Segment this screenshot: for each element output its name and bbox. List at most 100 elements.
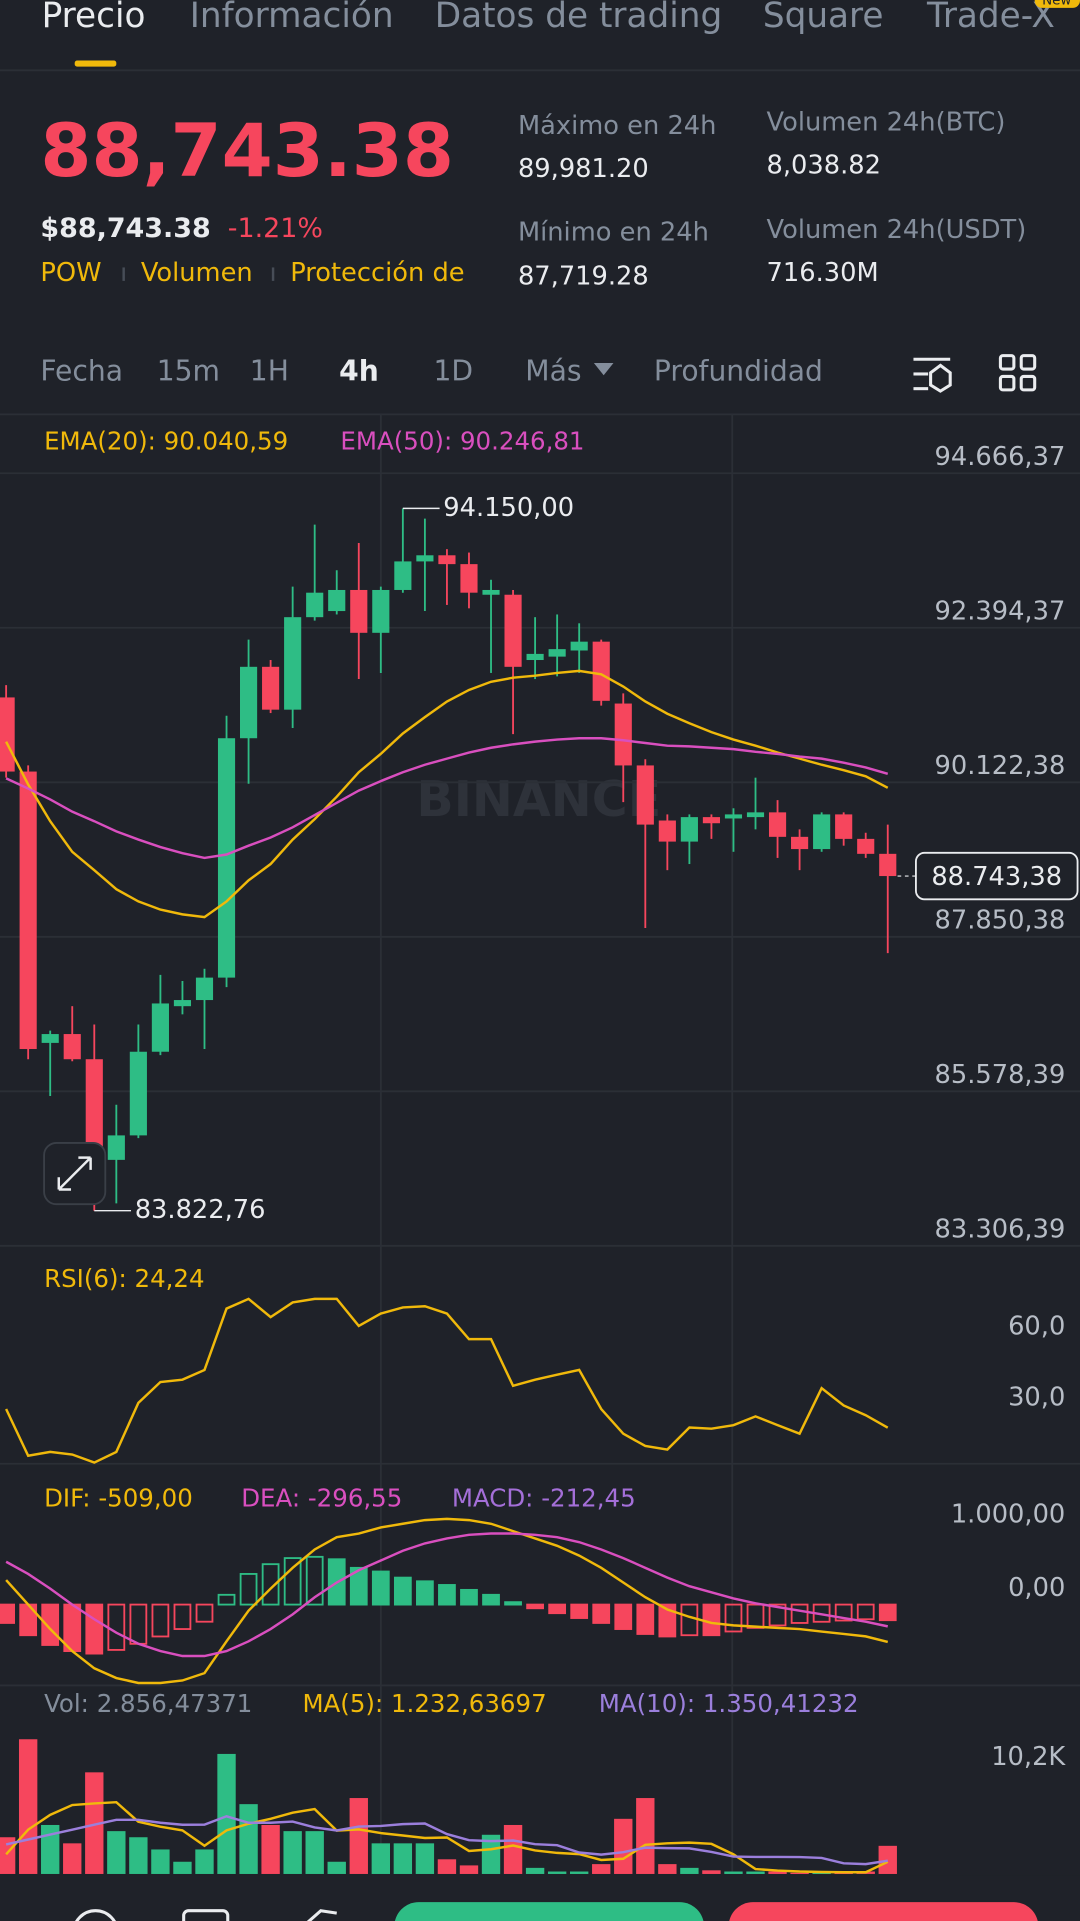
indicator-line xyxy=(5,1517,889,1685)
macd-bar xyxy=(834,1603,853,1622)
timeframe[interactable]: 4h xyxy=(339,355,379,388)
settings-icon[interactable] xyxy=(913,357,952,393)
timeframe[interactable]: 1D xyxy=(433,355,473,388)
macd-bar xyxy=(151,1603,170,1638)
candle-body xyxy=(394,561,412,590)
macd-bar xyxy=(283,1557,302,1606)
indicator-line xyxy=(5,669,889,919)
badge-bg xyxy=(1034,0,1080,8)
stat-value: 87,719.28 xyxy=(518,262,649,292)
y-tick-label: 85.578,39 xyxy=(934,1060,1065,1090)
expand-button[interactable] xyxy=(43,1142,107,1206)
tag[interactable]: Protección de xyxy=(290,258,464,288)
candle-body xyxy=(41,1034,59,1043)
layout-icon[interactable] xyxy=(998,354,1037,392)
macd-bar xyxy=(504,1601,522,1606)
volume-bar xyxy=(195,1849,214,1874)
y-tick-label: 10,2K xyxy=(991,1742,1066,1772)
macd-bar xyxy=(173,1603,192,1630)
tag[interactable]: Volumen xyxy=(141,258,253,288)
y-tick-label: 94.666,37 xyxy=(934,442,1065,472)
nav-icon[interactable] xyxy=(300,1909,337,1921)
timeframe[interactable]: Profundidad xyxy=(654,355,823,388)
volume-bar xyxy=(570,1871,589,1874)
candle-body xyxy=(151,1003,169,1052)
volume-bar xyxy=(459,1865,479,1874)
legend-entry: MACD: -212,45 xyxy=(452,1483,636,1512)
tab[interactable]: Trade-X xyxy=(926,0,1055,36)
volume-bar xyxy=(812,1872,831,1875)
volume-bar xyxy=(415,1843,435,1874)
tag[interactable]: POW xyxy=(40,258,101,288)
candle-body xyxy=(350,589,368,633)
macd-bar xyxy=(217,1593,236,1606)
tab[interactable]: Datos de trading xyxy=(435,0,723,36)
stat-label: Máximo en 24h xyxy=(518,111,716,141)
candle-body xyxy=(284,617,302,710)
tab[interactable]: Square xyxy=(763,0,884,36)
candle-body xyxy=(746,812,765,818)
macd-bar xyxy=(460,1588,478,1606)
volume-bar xyxy=(327,1861,346,1874)
volume-bar xyxy=(239,1804,258,1874)
volume-bar xyxy=(151,1849,170,1874)
tab-underline xyxy=(74,60,117,67)
candle-body xyxy=(526,653,544,661)
macd-bar xyxy=(349,1566,368,1606)
volume-bar xyxy=(724,1871,743,1874)
legend-entry: MA(5): 1.232,63697 xyxy=(302,1689,546,1718)
plot: 94.666,37 92.394,37 90.122,38 87.850,38 85.5… xyxy=(0,427,1080,1875)
macd-bar xyxy=(570,1603,589,1619)
candle-body xyxy=(173,1000,192,1007)
change: -1.21% xyxy=(228,213,323,244)
volume-bar xyxy=(107,1831,126,1874)
volume-bar xyxy=(305,1831,324,1874)
timeframe[interactable]: Más xyxy=(525,355,581,388)
candle-body xyxy=(835,814,853,839)
candle-body xyxy=(813,814,831,850)
macd-bar xyxy=(261,1563,280,1606)
stat-value: 8,038.82 xyxy=(767,150,881,180)
volume-bar xyxy=(129,1837,148,1874)
volume-bar xyxy=(261,1824,280,1874)
legend-entry: MA(10): 1.350,41232 xyxy=(599,1689,859,1718)
macd-bar xyxy=(548,1603,567,1615)
sell-button[interactable] xyxy=(729,1902,1039,1921)
volume-bar xyxy=(63,1843,82,1874)
last-price: 88,743.38 xyxy=(40,109,454,194)
buy-button[interactable] xyxy=(394,1902,704,1921)
candle-body xyxy=(482,589,500,595)
timeframe[interactable]: 15m xyxy=(157,355,220,388)
candle-body xyxy=(504,594,522,667)
candle-body xyxy=(85,1059,103,1160)
extreme-label: 94.150,00 xyxy=(443,493,574,523)
nav-icon[interactable] xyxy=(182,1909,230,1921)
tab[interactable]: Precio xyxy=(42,0,146,36)
macd-bar xyxy=(239,1573,258,1606)
y-tick-label: 87.850,38 xyxy=(934,905,1065,935)
volume-bar xyxy=(173,1861,192,1874)
y-tick-label: 90.122,38 xyxy=(934,751,1065,781)
timeframe[interactable]: Fecha xyxy=(40,355,123,388)
candle-body xyxy=(240,666,258,739)
timeframe[interactable]: 1H xyxy=(250,355,289,388)
y-tick-label: 1.000,00 xyxy=(951,1500,1065,1530)
volume-bar xyxy=(702,1870,721,1874)
volume-bar xyxy=(614,1818,633,1874)
dropdown-arrow xyxy=(593,362,614,376)
tab[interactable]: Información xyxy=(190,0,394,36)
candle-body xyxy=(195,977,214,1001)
candle-body xyxy=(306,592,324,618)
macd-bar xyxy=(878,1603,897,1622)
macd-bar xyxy=(393,1576,412,1606)
volume-bar xyxy=(371,1843,390,1874)
macd-bar xyxy=(416,1580,434,1606)
volume-bar xyxy=(790,1872,809,1875)
candle-body xyxy=(570,641,588,651)
extreme-label: 83.822,76 xyxy=(135,1195,266,1225)
macd-bar xyxy=(482,1593,500,1606)
candle-body xyxy=(416,555,434,562)
volume-bar xyxy=(18,1739,38,1874)
nav-icon[interactable] xyxy=(73,1909,117,1921)
y-tick-label: 92.394,37 xyxy=(934,596,1065,626)
